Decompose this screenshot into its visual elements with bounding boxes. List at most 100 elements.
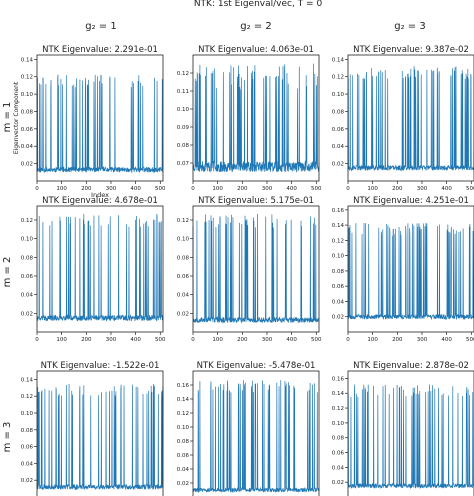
x-tick-label: 300 bbox=[106, 337, 117, 343]
col-header-1: g₂ = 1 bbox=[85, 21, 116, 32]
y-tick-label: 0.04 bbox=[332, 144, 345, 150]
axes-frame bbox=[192, 54, 320, 182]
x-tick-label: 200 bbox=[237, 186, 248, 192]
y-tick-label: 0.10 bbox=[332, 254, 345, 260]
panel-r1c2: NTK Eigenvalue: 4.063e-01 0.07 0.08 0.09 0.1… bbox=[177, 45, 322, 192]
x-tick-label: 0 bbox=[346, 186, 350, 192]
x-tick-label: 100 bbox=[212, 337, 223, 343]
y-tick-label: 0.02 bbox=[21, 478, 33, 484]
x-tick-label: 100 bbox=[367, 186, 378, 192]
panel-title: NTK Eigenvalue: -5.478e-01 bbox=[197, 361, 316, 371]
y-tick-label: 0.06 bbox=[21, 274, 34, 280]
axes-frame bbox=[36, 54, 164, 182]
x-tick-label: 100 bbox=[56, 337, 67, 343]
row-header-1: m = 1 bbox=[2, 102, 13, 133]
y-tick-label: 0.02 bbox=[177, 481, 189, 487]
x-tick-label: 500 bbox=[155, 186, 166, 192]
y-tick-label: 0.14 bbox=[177, 397, 190, 403]
series-line bbox=[192, 214, 320, 324]
row-header-2: m = 2 bbox=[2, 257, 13, 288]
x-tick-label: 400 bbox=[286, 337, 297, 343]
y-tick-label: 0.02 bbox=[332, 480, 344, 486]
y-tick-label: 0.10 bbox=[177, 425, 190, 431]
y-tick-label: 0.08 bbox=[177, 143, 190, 149]
y-tick-label: 0.06 bbox=[21, 127, 34, 133]
axes-frame bbox=[36, 205, 164, 333]
panel-r2c2: NTK Eigenvalue: 5.175e-01 0.02 0.04 0.06 0.0… bbox=[177, 196, 322, 343]
y-tick-label: 0.12 bbox=[332, 75, 344, 81]
y-tick-label: 0.08 bbox=[332, 109, 345, 115]
y-tick-label: 0.14 bbox=[332, 223, 345, 229]
y-tick-label: 0.12 bbox=[177, 218, 189, 224]
panel-r1c3: NTK Eigenvalue: 9.387e-02 0.02 0.04 0.06 0.0… bbox=[332, 45, 474, 192]
y-tick-label: 0.02 bbox=[177, 311, 189, 317]
y-tick-label: 0.02 bbox=[21, 311, 33, 317]
y-tick-label: 0.12 bbox=[177, 71, 189, 77]
x-tick-label: 200 bbox=[392, 337, 403, 343]
panel-title: NTK Eigenvalue: 4.251e-01 bbox=[353, 196, 469, 206]
y-tick-label: 0.06 bbox=[21, 445, 34, 451]
x-tick-label: 400 bbox=[130, 186, 141, 192]
panel-r2c1: NTK Eigenvalue: 4.678e-01 0.02 0.04 0.06 0.0… bbox=[21, 196, 166, 343]
y-tick-label: 0.10 bbox=[177, 107, 190, 113]
y-tick-label: 0.08 bbox=[332, 269, 345, 275]
x-tick-label: 200 bbox=[81, 186, 92, 192]
y-tick-label: 0.16 bbox=[177, 383, 190, 389]
x-tick-label: 0 bbox=[35, 337, 39, 343]
y-tick-label: 0.14 bbox=[21, 377, 34, 383]
x-tick-label: 500 bbox=[466, 186, 474, 192]
x-axis-label: Index bbox=[91, 191, 109, 199]
y-tick-label: 0.10 bbox=[177, 237, 190, 243]
y-tick-label: 0.12 bbox=[21, 394, 33, 400]
y-tick-label: 0.12 bbox=[332, 406, 344, 412]
x-tick-label: 500 bbox=[311, 186, 322, 192]
y-tick-label: 0.16 bbox=[332, 208, 345, 214]
panel-r2c3: NTK Eigenvalue: 4.251e-01 0.02 0.04 0.06 0.0… bbox=[332, 196, 474, 343]
series-line bbox=[192, 63, 320, 173]
panel-title: NTK Eigenvalue: 9.387e-02 bbox=[353, 45, 469, 55]
y-tick-label: 0.09 bbox=[177, 125, 190, 131]
y-tick-label: 0.12 bbox=[21, 218, 33, 224]
series-line bbox=[192, 380, 320, 494]
axes-frame bbox=[347, 205, 474, 333]
col-header-2: g₂ = 2 bbox=[240, 21, 271, 32]
x-tick-label: 200 bbox=[392, 186, 403, 192]
y-tick-label: 0.08 bbox=[332, 436, 345, 442]
series-line bbox=[347, 384, 474, 490]
y-tick-label: 0.06 bbox=[332, 451, 345, 457]
suptitle: NTK: 1st Eigenval/vec, T = 0 bbox=[194, 0, 323, 9]
y-tick-label: 0.04 bbox=[177, 467, 190, 473]
y-tick-label: 0.06 bbox=[332, 284, 345, 290]
y-tick-label: 0.12 bbox=[332, 238, 344, 244]
y-tick-label: 0.07 bbox=[177, 161, 190, 167]
col-header-3: g₂ = 3 bbox=[394, 21, 425, 32]
y-tick-label: 0.02 bbox=[332, 162, 344, 168]
x-tick-label: 500 bbox=[311, 337, 322, 343]
y-tick-label: 0.02 bbox=[332, 315, 344, 321]
x-tick-label: 300 bbox=[417, 186, 428, 192]
panel-title: NTK Eigenvalue: 5.175e-01 bbox=[198, 196, 314, 206]
x-tick-label: 400 bbox=[441, 337, 452, 343]
y-tick-label: 0.06 bbox=[177, 274, 190, 280]
y-tick-label: 0.04 bbox=[21, 144, 34, 150]
y-tick-label: 0.08 bbox=[177, 439, 190, 445]
x-tick-label: 100 bbox=[367, 337, 378, 343]
y-tick-label: 0.02 bbox=[21, 162, 33, 168]
x-tick-label: 300 bbox=[417, 337, 428, 343]
y-tick-label: 0.10 bbox=[21, 92, 34, 98]
series-line bbox=[36, 213, 164, 322]
x-tick-label: 400 bbox=[286, 186, 297, 192]
y-axis-label: Eigenvector Component bbox=[13, 81, 20, 154]
row-header-3: m = 3 bbox=[2, 422, 13, 453]
y-tick-label: 0.12 bbox=[177, 411, 189, 417]
y-tick-label: 0.08 bbox=[177, 255, 190, 261]
y-tick-label: 0.06 bbox=[177, 453, 190, 459]
axes-frame bbox=[36, 370, 164, 496]
axes-frame bbox=[347, 54, 474, 182]
y-tick-label: 0.14 bbox=[332, 391, 345, 397]
axes-frame bbox=[347, 370, 474, 496]
panel-r1c1: NTK Eigenvalue: 2.291e-01 0.02 0.04 0.06 0.0… bbox=[13, 45, 166, 199]
x-tick-label: 0 bbox=[346, 337, 350, 343]
panel-title: NTK Eigenvalue: 2.878e-02 bbox=[353, 361, 469, 371]
